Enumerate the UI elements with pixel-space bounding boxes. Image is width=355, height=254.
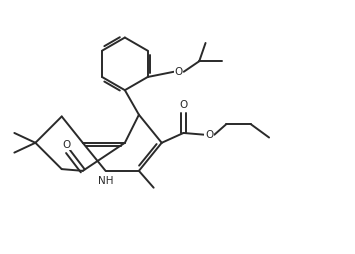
Text: NH: NH bbox=[98, 176, 113, 186]
Text: O: O bbox=[179, 100, 187, 110]
Text: O: O bbox=[205, 130, 213, 140]
Text: O: O bbox=[62, 139, 70, 150]
Text: O: O bbox=[174, 67, 183, 77]
